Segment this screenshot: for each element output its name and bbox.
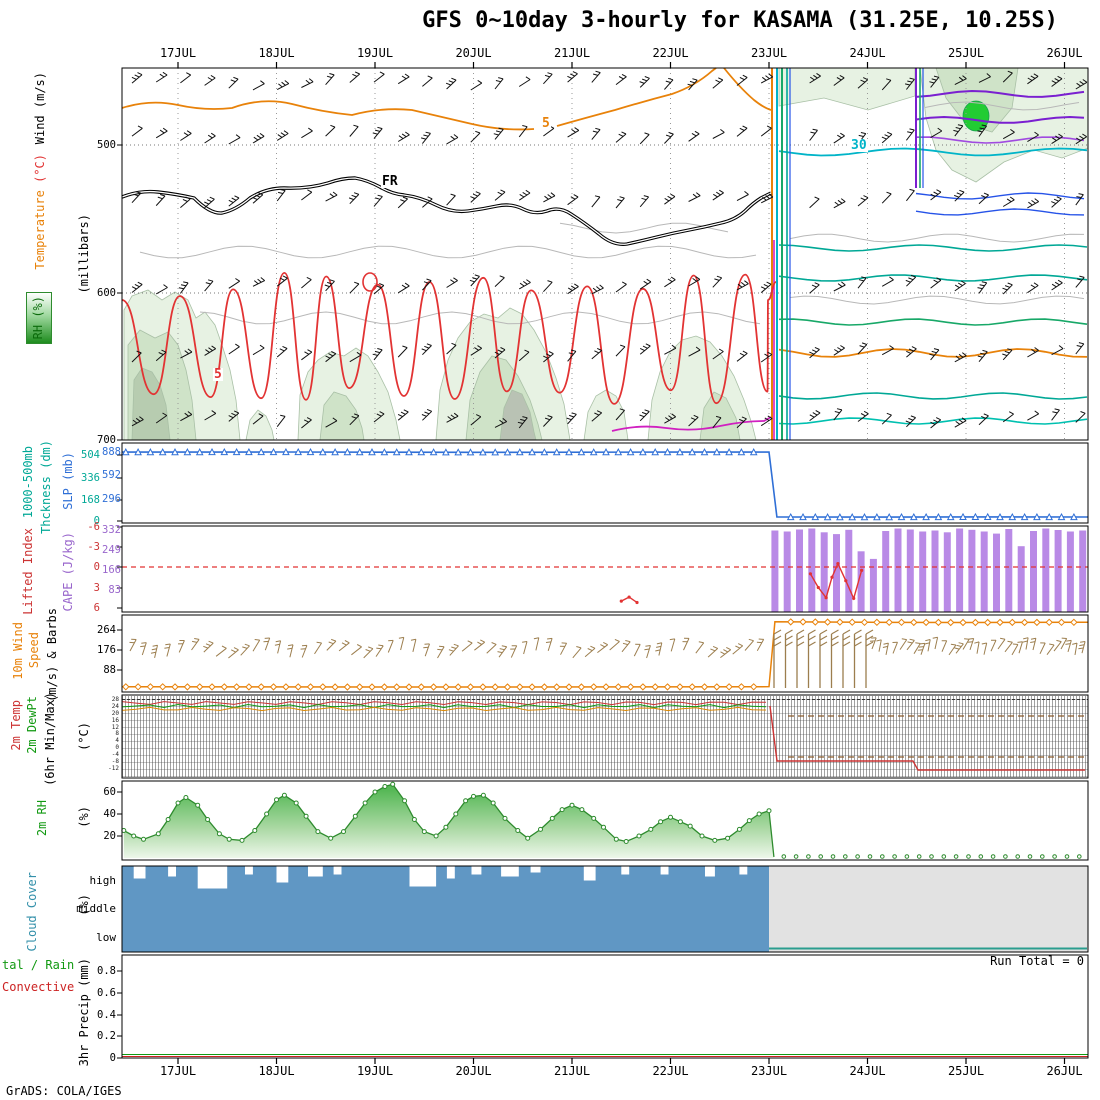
tick-label: 0.8 — [97, 965, 116, 977]
legend-convective: Convective — [2, 980, 75, 994]
date-label-bottom: 18JUL — [258, 1064, 295, 1078]
tick-label: 176 — [97, 644, 116, 656]
date-label-top: 21JUL — [553, 46, 591, 60]
tick-label: 336 — [81, 472, 100, 484]
tick-label: 0.4 — [97, 1009, 116, 1021]
axis-label-wind: Wind (m/s) — [33, 72, 47, 145]
date-label-top: 18JUL — [258, 46, 295, 60]
tick-label: 0 — [115, 744, 119, 751]
tick-label: -8 — [111, 758, 119, 765]
axis-label-minmax: (6hr Min/Max) — [43, 692, 57, 786]
tick-label: 0 — [93, 515, 100, 527]
tick-label: 249 — [102, 544, 121, 556]
tick-label: 16 — [111, 717, 119, 724]
tick-label: 500 — [97, 139, 116, 151]
tick-label: middle — [76, 902, 116, 915]
tick-label: -12 — [108, 765, 119, 772]
axis-label-10m-unit: (m/s) & Barbs — [45, 608, 59, 702]
contour-label-temp-5: 5 — [541, 116, 551, 131]
axis-label-10m-wind: 10m Wind — [11, 622, 25, 680]
tick-label: 8 — [115, 730, 119, 737]
page-title: GFS 0~10day 3-hourly for KASAMA (31.25E,… — [422, 8, 1058, 33]
rh-legend-colorbar — [26, 292, 52, 344]
axis-label-2m-unit: (°C) — [77, 722, 91, 751]
axis-label-cape: CAPE (J/kg) — [61, 532, 75, 612]
tick-label: 60 — [103, 786, 116, 798]
axis-label-millibars: (millibars) — [77, 214, 91, 294]
tick-label: 20 — [111, 710, 119, 717]
tick-label: 24 — [111, 703, 119, 710]
tick-label: low — [96, 931, 116, 944]
date-label-top: 25JUL — [947, 46, 985, 60]
tick-label: -3 — [87, 541, 100, 553]
tick-label: 592 — [102, 469, 121, 481]
tick-label: 12 — [111, 724, 119, 731]
axis-label-2m-dewpt: 2m DewPt — [25, 696, 39, 754]
axis-label-temperature: Temperature (°C) — [33, 154, 47, 270]
axis-label-2m-rh: 2m RH — [35, 800, 49, 837]
date-label-bottom: 25JUL — [947, 1064, 985, 1078]
date-label-bottom: 17JUL — [159, 1064, 197, 1078]
date-label-bottom: 20JUL — [455, 1064, 492, 1078]
tick-label: 504 — [81, 449, 100, 461]
axis-label-slp: SLP (mb) — [61, 452, 75, 510]
tick-label: 168 — [81, 494, 100, 506]
tick-label: 0.2 — [97, 1030, 116, 1042]
tick-label: 88 — [103, 664, 116, 676]
axis-label-2m-rh-unit: (%) — [77, 806, 91, 828]
contour-label-freezing: FR — [381, 174, 399, 189]
axis-label-thickness: Thckness (dm) — [39, 440, 53, 534]
tick-label: -6 — [87, 521, 100, 533]
date-label-top: 26JUL — [1046, 46, 1083, 60]
tick-label: 20 — [103, 830, 116, 842]
tick-label: 888 — [102, 446, 121, 458]
tick-label: 28 — [111, 696, 119, 703]
date-label-top: 23JUL — [750, 46, 788, 60]
tick-label: 700 — [97, 434, 116, 446]
axis-label-precip: 3hr Precip (mm) — [77, 958, 91, 1067]
grads-credit: GrADS: COLA/IGES — [6, 1084, 122, 1098]
date-label-bottom: 21JUL — [553, 1064, 591, 1078]
date-label-top: 24JUL — [849, 46, 886, 60]
tick-label: 296 — [102, 493, 121, 505]
tick-label: 264 — [97, 624, 116, 636]
date-label-bottom: 26JUL — [1046, 1064, 1083, 1078]
date-label-top: 22JUL — [652, 46, 689, 60]
run-total-annotation: Run Total = 0 — [990, 954, 1084, 968]
date-label-bottom: 24JUL — [849, 1064, 886, 1078]
date-label-bottom: 23JUL — [750, 1064, 788, 1078]
temperature-label-text: Temperature — [33, 182, 47, 270]
date-label-top: 17JUL — [159, 46, 197, 60]
axis-label-2m-temp: 2m Temp — [9, 700, 23, 751]
date-label-bottom: 19JUL — [356, 1064, 394, 1078]
contour-label-rh-5: 5 — [213, 367, 223, 382]
temperature-unit-text: (°C) — [33, 154, 47, 183]
date-label-bottom: 22JUL — [652, 1064, 689, 1078]
tick-label: 6 — [93, 602, 100, 614]
legend-total-rain: tal / Rain — [2, 958, 75, 972]
tick-label: 600 — [97, 287, 116, 299]
tick-label: 166 — [102, 564, 121, 576]
tick-label: 4 — [115, 737, 119, 744]
tick-label: 0 — [109, 1052, 116, 1064]
temp2m-minmax-band — [122, 696, 1088, 777]
tick-label: 0.6 — [97, 987, 116, 999]
tick-label: 83 — [108, 584, 121, 596]
axis-label-rh: RH (%) — [31, 296, 45, 340]
date-label-top: 19JUL — [356, 46, 394, 60]
tick-label: high — [89, 874, 117, 887]
axis-label-thickness-range: 1000-500mb — [21, 446, 35, 519]
tick-label: -4 — [111, 751, 119, 758]
axis-label-10m-speed: Speed — [27, 632, 41, 669]
tick-label: 332 — [102, 524, 121, 536]
axis-label-cloud-cover: Cloud Cover — [25, 872, 39, 952]
tick-label: 0 — [93, 561, 100, 573]
date-label-top: 20JUL — [455, 46, 492, 60]
axis-label-lifted-index: Lifted Index — [21, 528, 35, 615]
tick-label: 3 — [93, 582, 100, 594]
tick-label: 40 — [103, 808, 116, 820]
contour-label-temp-30: 30 — [850, 138, 868, 153]
